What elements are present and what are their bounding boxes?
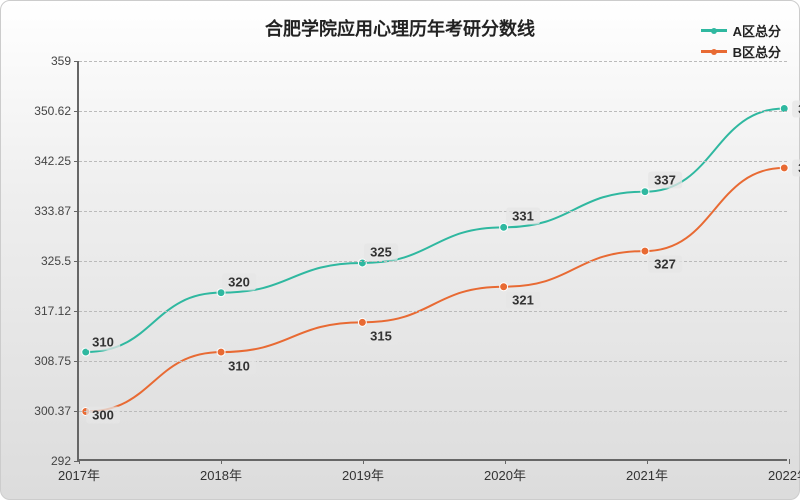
data-label: 320 [222, 273, 256, 290]
data-label: 315 [364, 327, 398, 344]
series-line [86, 168, 784, 412]
series-marker [217, 348, 225, 356]
gridline-h [79, 111, 787, 112]
ytick-label: 317.12 [34, 304, 79, 318]
legend-item-b: B区总分 [701, 42, 781, 61]
gridline-h [79, 161, 787, 162]
data-label: 300 [86, 407, 120, 424]
ytick-label: 333.87 [34, 204, 79, 218]
chart-container: 合肥学院应用心理历年考研分数线 A区总分 B区总分 292300.37308.7… [0, 0, 800, 500]
series-marker [641, 247, 649, 255]
ytick-label: 308.75 [34, 354, 79, 368]
data-label: 321 [506, 291, 540, 308]
data-label: 337 [648, 172, 682, 189]
series-line [86, 109, 784, 353]
legend-label-b: B区总分 [733, 42, 781, 61]
series-marker [500, 223, 508, 231]
data-label: 331 [506, 208, 540, 225]
ytick-label: 342.25 [34, 154, 79, 168]
data-label: 341 [792, 160, 800, 177]
data-label: 325 [364, 243, 398, 260]
data-label: 351 [792, 100, 800, 117]
gridline-h [79, 311, 787, 312]
legend: A区总分 B区总分 [701, 21, 781, 63]
gridline-h [79, 411, 787, 412]
gridline-h [79, 211, 787, 212]
series-marker [500, 283, 508, 291]
ytick-label: 300.37 [34, 404, 79, 418]
gridline-h [79, 361, 787, 362]
data-label: 310 [86, 333, 120, 350]
series-marker [358, 318, 366, 326]
ytick-label: 350.62 [34, 104, 79, 118]
legend-swatch-b [701, 50, 727, 53]
data-label: 310 [222, 357, 256, 374]
series-marker [641, 188, 649, 196]
series-marker [780, 164, 788, 172]
legend-label-a: A区总分 [733, 21, 781, 40]
legend-item-a: A区总分 [701, 21, 781, 40]
gridline-h [79, 61, 787, 62]
legend-swatch-a [701, 29, 727, 32]
data-label: 327 [648, 256, 682, 273]
plot-area: 292300.37308.75317.12325.5333.87342.2535… [77, 61, 787, 461]
chart-title: 合肥学院应用心理历年考研分数线 [1, 15, 799, 41]
xtick-label: 2022年 [768, 459, 800, 484]
